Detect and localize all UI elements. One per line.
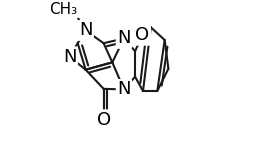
Text: O: O [96, 111, 111, 129]
Text: O: O [135, 26, 150, 44]
Text: CH₃: CH₃ [49, 2, 77, 17]
Text: N: N [79, 21, 92, 40]
Text: N: N [117, 80, 131, 98]
Text: N: N [63, 48, 77, 66]
Text: N: N [117, 29, 131, 47]
